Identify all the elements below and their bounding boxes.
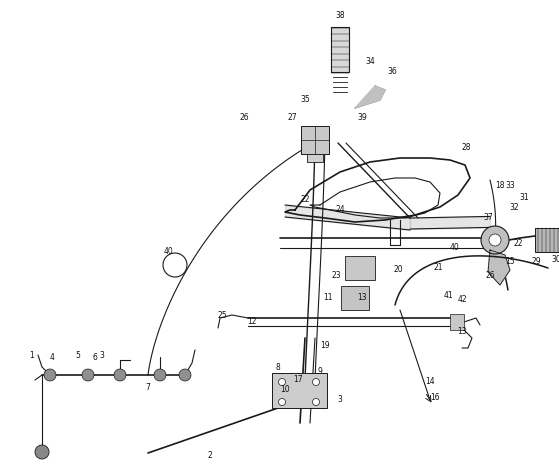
Text: 42: 42: [457, 295, 467, 304]
Circle shape: [114, 369, 126, 381]
Text: 21: 21: [433, 264, 443, 273]
Bar: [331, 27, 349, 72]
Text: 10: 10: [280, 386, 290, 395]
Text: 2: 2: [207, 450, 212, 459]
Text: 15: 15: [505, 257, 515, 266]
Bar: [301, 126, 329, 154]
Text: 4: 4: [50, 353, 54, 362]
Text: 16: 16: [430, 393, 440, 402]
Bar: [345, 256, 375, 280]
Text: 3: 3: [100, 352, 105, 361]
Text: 39: 39: [357, 114, 367, 123]
Text: 1: 1: [30, 351, 34, 360]
Text: 17: 17: [293, 376, 303, 384]
Circle shape: [312, 379, 320, 386]
Text: 6: 6: [93, 353, 97, 362]
Bar: [341, 286, 369, 310]
Text: 20: 20: [393, 266, 403, 275]
Bar: [535, 228, 559, 252]
Text: 8: 8: [276, 363, 281, 372]
Text: 27: 27: [287, 114, 297, 123]
Text: 13: 13: [457, 327, 467, 336]
Text: 37: 37: [483, 213, 493, 222]
Text: 3: 3: [338, 396, 343, 405]
Text: 34: 34: [365, 57, 375, 67]
Text: 30: 30: [551, 256, 559, 265]
Text: 14: 14: [425, 378, 435, 387]
Circle shape: [312, 399, 320, 406]
Text: 28: 28: [461, 143, 471, 152]
Text: 25: 25: [217, 311, 227, 320]
Text: 40: 40: [449, 244, 459, 253]
Text: 41: 41: [443, 291, 453, 300]
Text: 29: 29: [531, 257, 541, 266]
Circle shape: [35, 445, 49, 459]
Text: 18: 18: [495, 180, 505, 190]
Bar: [450, 314, 464, 330]
Circle shape: [489, 234, 501, 246]
Text: 13: 13: [357, 294, 367, 303]
Text: 19: 19: [320, 341, 330, 350]
Text: 26: 26: [239, 114, 249, 123]
Circle shape: [179, 369, 191, 381]
Circle shape: [278, 379, 286, 386]
Circle shape: [82, 369, 94, 381]
Text: 7: 7: [145, 383, 150, 392]
Text: 32: 32: [509, 203, 519, 212]
Text: 38: 38: [335, 10, 345, 19]
Polygon shape: [355, 86, 385, 108]
Circle shape: [278, 399, 286, 406]
Polygon shape: [488, 250, 510, 285]
Bar: [307, 154, 323, 162]
Text: 11: 11: [323, 294, 333, 303]
Bar: [272, 373, 327, 408]
Text: 5: 5: [75, 351, 80, 360]
Text: 22: 22: [300, 196, 310, 205]
Text: 36: 36: [387, 67, 397, 76]
Text: 9: 9: [318, 368, 323, 377]
Circle shape: [154, 369, 166, 381]
Circle shape: [163, 253, 187, 277]
Text: 35: 35: [300, 95, 310, 104]
Text: 40: 40: [163, 247, 173, 257]
Text: 31: 31: [519, 193, 529, 202]
Text: 23: 23: [331, 270, 341, 279]
Text: 26: 26: [485, 270, 495, 279]
Text: 12: 12: [247, 317, 257, 326]
Text: 24: 24: [335, 206, 345, 215]
Circle shape: [481, 226, 509, 254]
Text: 33: 33: [505, 180, 515, 190]
Text: 22: 22: [513, 239, 523, 248]
Circle shape: [44, 369, 56, 381]
